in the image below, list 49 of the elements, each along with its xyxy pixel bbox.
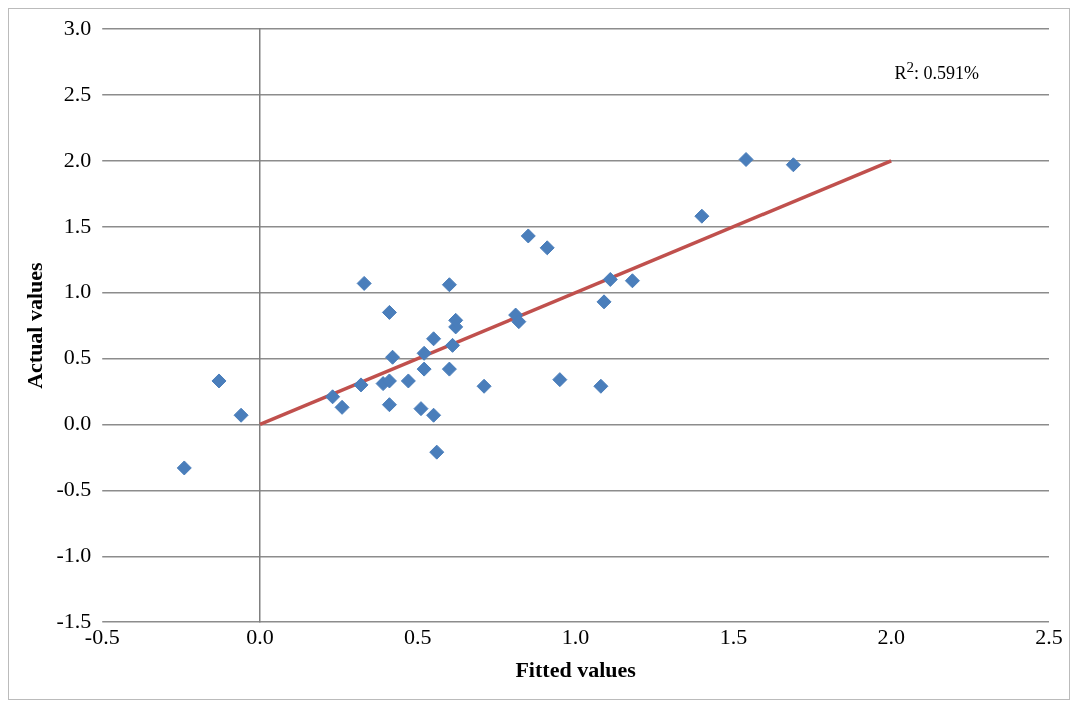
y-tick-label: -0.5 bbox=[56, 476, 92, 502]
point bbox=[593, 378, 609, 394]
x-axis-title: Fitted values bbox=[515, 657, 637, 683]
point bbox=[385, 349, 401, 365]
y-tick-label: 0.0 bbox=[63, 410, 92, 436]
point bbox=[539, 240, 555, 256]
point bbox=[334, 399, 350, 415]
point bbox=[445, 337, 461, 353]
y-tick-label: 2.0 bbox=[63, 146, 92, 172]
point bbox=[426, 331, 442, 347]
x-tick-label: 1.0 bbox=[561, 624, 590, 650]
point bbox=[353, 377, 369, 393]
y-tick-label: 0.5 bbox=[63, 344, 92, 370]
y-tick-label: -1.0 bbox=[56, 542, 92, 568]
point bbox=[738, 152, 754, 167]
y-tick-label: 1.5 bbox=[63, 212, 92, 238]
point bbox=[416, 345, 432, 361]
x-tick-label: 2.5 bbox=[1035, 624, 1063, 650]
y-axis-title: Actual values bbox=[21, 261, 47, 389]
y-tick-label: 1.0 bbox=[63, 278, 92, 304]
x-tick-label: 1.5 bbox=[719, 624, 748, 650]
point bbox=[325, 389, 341, 405]
point bbox=[476, 378, 492, 394]
x-tick-label: 2.0 bbox=[877, 624, 905, 650]
point bbox=[356, 275, 372, 291]
point bbox=[520, 228, 536, 244]
x-tick-label: 0.5 bbox=[404, 624, 432, 650]
point bbox=[400, 373, 416, 389]
point bbox=[624, 273, 640, 289]
point bbox=[441, 361, 457, 377]
point bbox=[602, 271, 618, 287]
point bbox=[596, 294, 612, 310]
annotation: R$^{2}$: 0.591% bbox=[894, 59, 979, 84]
point bbox=[426, 407, 442, 423]
point bbox=[429, 444, 445, 460]
point bbox=[233, 407, 249, 423]
point bbox=[381, 397, 397, 413]
point bbox=[441, 277, 457, 293]
point bbox=[694, 208, 710, 224]
point bbox=[381, 304, 397, 320]
y-tick-label: 2.5 bbox=[63, 80, 92, 106]
x-tick-label: 0.0 bbox=[246, 624, 274, 650]
point bbox=[552, 372, 568, 388]
point bbox=[785, 157, 801, 173]
point bbox=[176, 460, 192, 476]
point bbox=[211, 373, 227, 389]
point bbox=[416, 361, 432, 377]
point bbox=[413, 401, 429, 417]
y-tick-label: 3.0 bbox=[63, 14, 92, 40]
